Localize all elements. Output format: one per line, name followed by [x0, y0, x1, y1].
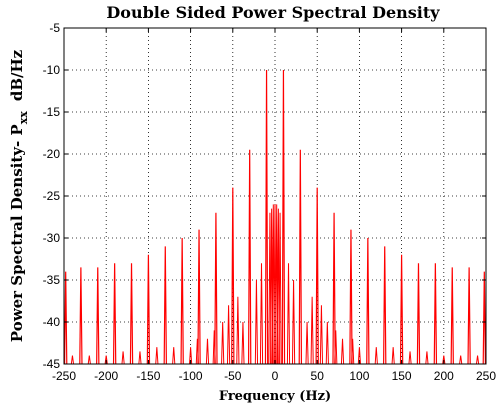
y-axis-label: Power Spectral Density- Pxx dB/Hz	[8, 49, 30, 342]
spectrum-minor-peak	[286, 263, 291, 365]
y-axis-label-unit: dB/Hz	[8, 49, 26, 101]
spectrum-minor-peak	[226, 305, 231, 365]
spectrum-peak	[129, 263, 134, 365]
spectrum-peak	[315, 187, 319, 365]
spectrum-peak	[79, 267, 83, 365]
spectrum-peak	[63, 271, 68, 365]
spectrum-minor-peak	[278, 212, 282, 365]
spectrum-peak	[96, 267, 100, 365]
y-tick-label: -10	[43, 63, 61, 77]
spectrum-peak	[180, 237, 184, 365]
x-tick-label: 250	[476, 369, 496, 383]
spectrum-minor-peak	[205, 338, 210, 365]
spectrum-peak	[281, 69, 286, 365]
x-tick-label: -150	[136, 369, 160, 383]
x-tick-label: 100	[349, 369, 369, 383]
x-axis-ticks: -250 -200 -150 -100 -50 0 50 100 150 200 250	[52, 28, 496, 383]
y-tick-label: -30	[43, 231, 61, 245]
x-tick-label: 0	[272, 369, 279, 383]
spectrum-minor-peak	[104, 355, 108, 365]
spectrum-minor-peak	[87, 355, 91, 365]
x-tick-label: 50	[311, 369, 325, 383]
spectrum-minor-peak	[391, 347, 395, 365]
y-axis-ticks: -5 -10 -15 -20 -25 -30 -35 -40 -45	[43, 21, 486, 371]
y-tick-label: -35	[43, 273, 61, 287]
spectrum-minor-peak	[172, 347, 176, 365]
spectrum-peak	[349, 229, 353, 365]
y-tick-label: -40	[43, 315, 61, 329]
y-tick-label: -15	[43, 105, 61, 119]
spectrum-peak	[298, 149, 303, 365]
spectrum-minor-peak	[254, 279, 259, 365]
spectrum-minor-peak	[155, 347, 159, 365]
spectrum-minor-peak	[305, 321, 309, 365]
x-tick-label: 200	[434, 369, 454, 383]
spectrum-peak	[112, 263, 117, 365]
spectrum-peak	[482, 271, 487, 365]
spectrum-peak	[163, 246, 167, 365]
grid	[64, 28, 486, 364]
spectrum-minor-peak	[291, 279, 296, 365]
spectrum-peak	[247, 149, 252, 365]
spectrum-minor-peak	[475, 355, 480, 365]
x-tick-label: 150	[392, 369, 412, 383]
x-axis-label: Frequency (Hz)	[219, 389, 331, 404]
spectrum-minor-peak	[138, 351, 142, 365]
spectrum-minor-peak	[340, 338, 345, 365]
spectrum-peak	[433, 263, 438, 365]
spectrum-minor-peak	[121, 351, 125, 365]
spectrum-minor-peak	[374, 347, 378, 365]
x-tick-label: -100	[179, 369, 203, 383]
spectrum-peak	[467, 267, 471, 365]
spectrum-minor-peak	[70, 355, 75, 365]
spectrum-minor-peak	[241, 321, 245, 365]
x-tick-label: -200	[94, 369, 118, 383]
spectrum-minor-peak	[310, 296, 314, 365]
spectrum-minor-peak	[259, 263, 264, 365]
y-tick-label: -20	[43, 147, 61, 161]
spectrum-peak	[146, 254, 151, 365]
y-axis-label-subscript: xx	[17, 111, 30, 125]
spectrum-peak	[450, 267, 454, 365]
x-tick-label: -250	[52, 369, 76, 383]
x-tick-label: -50	[224, 369, 242, 383]
spectrum-minor-peak	[319, 305, 324, 365]
spectrum-minor-peak	[408, 351, 412, 365]
spectrum-minor-peak	[325, 321, 329, 365]
spectrum-minor-peak	[357, 347, 361, 365]
spectrum-peak	[416, 263, 421, 365]
spectrum-peak	[332, 212, 336, 365]
spectrum-minor-peak	[425, 351, 429, 365]
series-group	[63, 69, 487, 365]
spectrum-peak	[264, 69, 269, 365]
y-tick-label: -25	[43, 189, 61, 203]
spectrum-minor-peak	[221, 321, 225, 365]
spectrum-peak	[214, 212, 218, 365]
spectrum-peak	[399, 254, 404, 365]
spectrum-peak	[197, 229, 201, 365]
spectrum-peak	[366, 237, 370, 365]
spectrum-minor-peak	[189, 347, 193, 365]
y-tick-label: -5	[49, 21, 60, 35]
spectrum-minor-peak	[442, 355, 446, 365]
spectrum-peak	[231, 187, 235, 365]
spectrum-minor-peak	[459, 355, 463, 365]
chart-title: Double Sided Power Spectral Density	[106, 3, 440, 22]
y-axis-label-main: Power Spectral Density- P	[8, 124, 26, 342]
y-tick-label: -45	[43, 357, 61, 371]
spectrum-minor-peak	[236, 296, 240, 365]
spectrum-peak	[383, 246, 387, 365]
